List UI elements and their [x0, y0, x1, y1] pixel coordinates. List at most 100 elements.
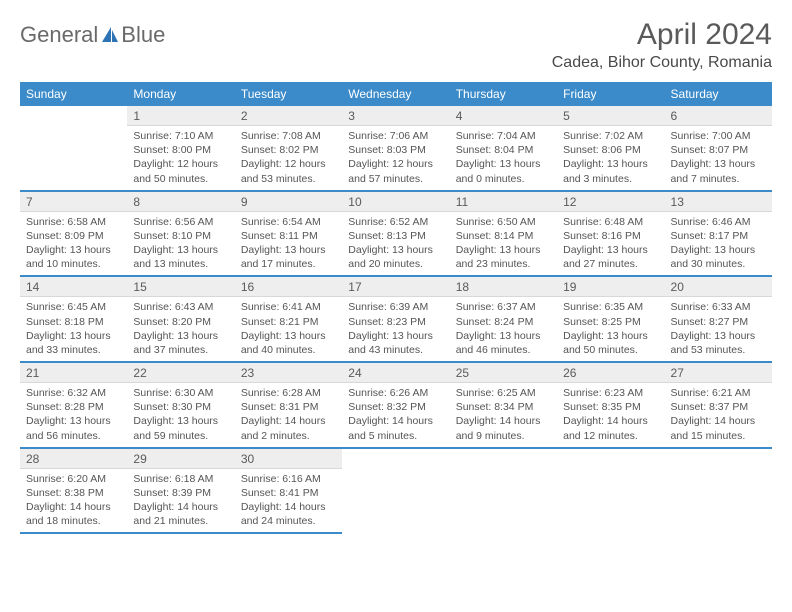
sunrise-line: Sunrise: 6:35 AM [563, 300, 658, 314]
sunrise-line: Sunrise: 6:33 AM [671, 300, 766, 314]
day-data: Sunrise: 6:45 AMSunset: 8:18 PMDaylight:… [20, 297, 127, 362]
sunset-line: Sunset: 8:03 PM [348, 143, 443, 157]
day-number: 11 [450, 191, 557, 212]
daylight-line: Daylight: 13 hours and 3 minutes. [563, 157, 658, 185]
sunrise-line: Sunrise: 6:41 AM [241, 300, 336, 314]
day-data: Sunrise: 6:54 AMSunset: 8:11 PMDaylight:… [235, 211, 342, 276]
sunrise-line: Sunrise: 6:37 AM [456, 300, 551, 314]
sunrise-line: Sunrise: 7:04 AM [456, 129, 551, 143]
sunrise-line: Sunrise: 7:02 AM [563, 129, 658, 143]
sunrise-line: Sunrise: 6:25 AM [456, 386, 551, 400]
day-data: Sunrise: 6:33 AMSunset: 8:27 PMDaylight:… [665, 297, 772, 362]
sunrise-line: Sunrise: 6:54 AM [241, 215, 336, 229]
sunset-line: Sunset: 8:11 PM [241, 229, 336, 243]
sunset-line: Sunset: 8:13 PM [348, 229, 443, 243]
sunset-line: Sunset: 8:21 PM [241, 315, 336, 329]
sunrise-line: Sunrise: 6:43 AM [133, 300, 228, 314]
daylight-line: Daylight: 14 hours and 18 minutes. [26, 500, 121, 528]
day-number: 27 [665, 362, 772, 383]
day-number: 21 [20, 362, 127, 383]
daylight-line: Daylight: 13 hours and 40 minutes. [241, 329, 336, 357]
day-number: 6 [665, 106, 772, 126]
sunset-line: Sunset: 8:06 PM [563, 143, 658, 157]
daylight-line: Daylight: 13 hours and 37 minutes. [133, 329, 228, 357]
brand-part1: General [20, 22, 98, 48]
brand-sail-icon [100, 26, 120, 44]
day-number: 15 [127, 276, 234, 297]
weekday-header: Thursday [450, 82, 557, 106]
sunrise-line: Sunrise: 6:30 AM [133, 386, 228, 400]
day-number: 1 [127, 106, 234, 126]
day-data: Sunrise: 7:06 AMSunset: 8:03 PMDaylight:… [342, 126, 449, 191]
empty-cell [342, 448, 449, 469]
month-title: April 2024 [552, 18, 772, 52]
day-data: Sunrise: 7:04 AMSunset: 8:04 PMDaylight:… [450, 126, 557, 191]
day-number: 4 [450, 106, 557, 126]
day-data: Sunrise: 7:02 AMSunset: 8:06 PMDaylight:… [557, 126, 664, 191]
sunset-line: Sunset: 8:09 PM [26, 229, 121, 243]
daylight-line: Daylight: 12 hours and 53 minutes. [241, 157, 336, 185]
sunset-line: Sunset: 8:35 PM [563, 400, 658, 414]
day-data: Sunrise: 6:28 AMSunset: 8:31 PMDaylight:… [235, 383, 342, 448]
day-number: 30 [235, 448, 342, 469]
empty-cell [450, 468, 557, 533]
sunrise-line: Sunrise: 6:56 AM [133, 215, 228, 229]
day-number: 28 [20, 448, 127, 469]
sunset-line: Sunset: 8:32 PM [348, 400, 443, 414]
day-number: 19 [557, 276, 664, 297]
day-data: Sunrise: 6:58 AMSunset: 8:09 PMDaylight:… [20, 211, 127, 276]
day-number: 22 [127, 362, 234, 383]
weekday-header: Tuesday [235, 82, 342, 106]
calendar-body: 123456Sunrise: 7:10 AMSunset: 8:00 PMDay… [20, 106, 772, 533]
sunrise-line: Sunrise: 6:23 AM [563, 386, 658, 400]
empty-cell [20, 126, 127, 191]
daynum-row: 123456 [20, 106, 772, 126]
sunset-line: Sunset: 8:30 PM [133, 400, 228, 414]
sunset-line: Sunset: 8:16 PM [563, 229, 658, 243]
weekday-header: Wednesday [342, 82, 449, 106]
data-row: Sunrise: 6:32 AMSunset: 8:28 PMDaylight:… [20, 383, 772, 448]
day-data: Sunrise: 7:00 AMSunset: 8:07 PMDaylight:… [665, 126, 772, 191]
daylight-line: Daylight: 12 hours and 50 minutes. [133, 157, 228, 185]
title-block: April 2024 Cadea, Bihor County, Romania [552, 18, 772, 72]
sunrise-line: Sunrise: 6:39 AM [348, 300, 443, 314]
sunset-line: Sunset: 8:38 PM [26, 486, 121, 500]
sunset-line: Sunset: 8:18 PM [26, 315, 121, 329]
daylight-line: Daylight: 13 hours and 13 minutes. [133, 243, 228, 271]
day-number: 20 [665, 276, 772, 297]
empty-cell [342, 468, 449, 533]
data-row: Sunrise: 6:45 AMSunset: 8:18 PMDaylight:… [20, 297, 772, 362]
location-text: Cadea, Bihor County, Romania [552, 54, 772, 72]
daylight-line: Daylight: 13 hours and 30 minutes. [671, 243, 766, 271]
sunset-line: Sunset: 8:07 PM [671, 143, 766, 157]
day-data: Sunrise: 6:46 AMSunset: 8:17 PMDaylight:… [665, 211, 772, 276]
daynum-row: 21222324252627 [20, 362, 772, 383]
sunrise-line: Sunrise: 7:10 AM [133, 129, 228, 143]
day-number: 14 [20, 276, 127, 297]
day-data: Sunrise: 6:50 AMSunset: 8:14 PMDaylight:… [450, 211, 557, 276]
day-data: Sunrise: 6:52 AMSunset: 8:13 PMDaylight:… [342, 211, 449, 276]
empty-cell [665, 448, 772, 469]
day-number: 24 [342, 362, 449, 383]
sunrise-line: Sunrise: 6:46 AM [671, 215, 766, 229]
day-number: 10 [342, 191, 449, 212]
day-data: Sunrise: 6:32 AMSunset: 8:28 PMDaylight:… [20, 383, 127, 448]
sunrise-line: Sunrise: 6:26 AM [348, 386, 443, 400]
daylight-line: Daylight: 13 hours and 23 minutes. [456, 243, 551, 271]
daylight-line: Daylight: 14 hours and 21 minutes. [133, 500, 228, 528]
sunrise-line: Sunrise: 6:21 AM [671, 386, 766, 400]
sunrise-line: Sunrise: 6:48 AM [563, 215, 658, 229]
sunrise-line: Sunrise: 6:58 AM [26, 215, 121, 229]
sunrise-line: Sunrise: 6:52 AM [348, 215, 443, 229]
sunrise-line: Sunrise: 6:50 AM [456, 215, 551, 229]
daylight-line: Daylight: 13 hours and 17 minutes. [241, 243, 336, 271]
day-data: Sunrise: 6:25 AMSunset: 8:34 PMDaylight:… [450, 383, 557, 448]
day-data: Sunrise: 6:23 AMSunset: 8:35 PMDaylight:… [557, 383, 664, 448]
daylight-line: Daylight: 13 hours and 10 minutes. [26, 243, 121, 271]
day-data: Sunrise: 6:56 AMSunset: 8:10 PMDaylight:… [127, 211, 234, 276]
weekday-header: Friday [557, 82, 664, 106]
daylight-line: Daylight: 13 hours and 59 minutes. [133, 414, 228, 442]
sunrise-line: Sunrise: 6:28 AM [241, 386, 336, 400]
day-data: Sunrise: 6:43 AMSunset: 8:20 PMDaylight:… [127, 297, 234, 362]
sunrise-line: Sunrise: 6:18 AM [133, 472, 228, 486]
